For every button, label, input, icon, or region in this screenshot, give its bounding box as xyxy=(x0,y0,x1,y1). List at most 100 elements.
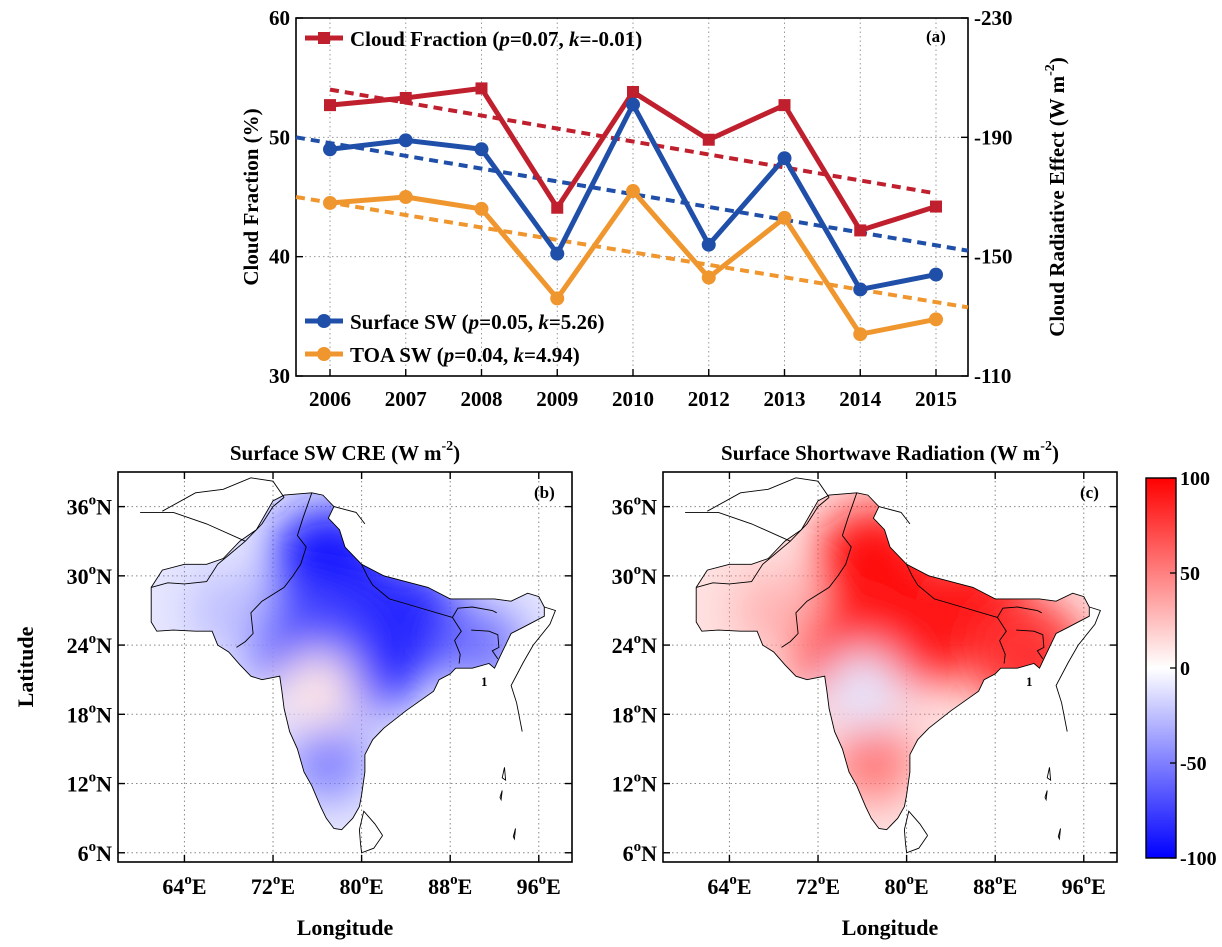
data-point xyxy=(474,142,489,157)
legend-entry-text: Surface SW (p=0.05, k=5.26) xyxy=(350,310,605,334)
legend-entry-text: Cloud Fraction (p=0.07, k=-0.01) xyxy=(350,27,642,51)
data-point xyxy=(626,184,640,199)
map-title-c: Surface Shortwave Radiation (W m-2) xyxy=(721,439,1059,465)
data-point xyxy=(777,151,792,166)
lat-tick-suffix: N xyxy=(641,564,657,589)
lon-tick-value: 80 xyxy=(885,874,907,899)
y-axis-label-right-exponent: -2 xyxy=(1043,64,1058,76)
trend-line xyxy=(295,195,969,310)
legend-text-part: k xyxy=(513,343,524,367)
map-panel-c: Surface Shortwave Radiation (W m-2) 64oE… xyxy=(612,439,1118,940)
data-point xyxy=(399,91,412,104)
x-tick-label: 2007 xyxy=(385,387,427,411)
country-border xyxy=(781,492,858,648)
legend-entry-text: TOA SW (p=0.04, k=4.94) xyxy=(350,343,580,367)
lat-tick-value: 24 xyxy=(612,633,634,658)
trend-lines xyxy=(295,87,969,310)
lon-tick-label: 72oE xyxy=(796,872,840,899)
degree-symbol: o xyxy=(539,872,547,888)
y2-tick-label: -110 xyxy=(974,364,1011,388)
chart-gridlines xyxy=(296,18,968,376)
legend-text-part: =4.94) xyxy=(524,343,580,367)
map-annotation-b: 1 xyxy=(481,674,488,689)
country-border xyxy=(471,629,500,660)
lat-tick-label: 36oN xyxy=(67,493,113,520)
y2-tick-label: -190 xyxy=(974,125,1013,149)
x-tick-label: 2008 xyxy=(461,387,503,411)
map-title-b-close: ) xyxy=(453,441,460,465)
data-region-outline-c xyxy=(695,492,1090,831)
lat-tick-label: 18oN xyxy=(612,700,658,727)
legend-marker xyxy=(318,32,330,44)
lon-tick-label: 96oE xyxy=(1062,872,1106,899)
lat-tick-suffix: N xyxy=(96,702,112,727)
y-tick-label: 30 xyxy=(269,364,290,388)
country-border xyxy=(452,606,497,618)
y-axis-label-right: Cloud Radiative Effect (W m-2) xyxy=(1043,57,1069,337)
lat-tick-value: 30 xyxy=(612,564,634,589)
lat-tick-value: 12 xyxy=(67,772,89,797)
map-frame-c xyxy=(662,471,1118,863)
y2-tick-label: -150 xyxy=(974,245,1013,269)
colorbar: 100 50 0 -50 -100 xyxy=(1145,468,1217,870)
data-point xyxy=(929,267,943,282)
x-tick-label: 2014 xyxy=(839,387,882,411)
degree-symbol: o xyxy=(89,700,97,716)
country-border xyxy=(140,511,246,542)
y-axis-label-left: Cloud Fraction (%) xyxy=(239,108,263,285)
trend-line xyxy=(329,87,937,196)
data-point xyxy=(701,270,716,285)
map-title-c-main: Surface Shortwave Radiation (W m xyxy=(721,441,1041,465)
x-tick-label: 2009 xyxy=(536,387,578,411)
map-title-b: Surface SW CRE (W m-2) xyxy=(230,439,460,465)
country-border xyxy=(1016,629,1045,660)
map-panel-b: Surface SW CRE (W m-2) 64oE 72oE 80oE 88oE 9… xyxy=(13,439,573,940)
country-border xyxy=(878,506,911,525)
map-axis-ticks-b: 64oE 72oE 80oE 88oE 96oE36oN30oN24oN18oN12oN… xyxy=(67,472,572,899)
data-point xyxy=(323,142,337,157)
country-border xyxy=(361,564,453,618)
degree-symbol: o xyxy=(273,872,281,888)
y-axis-label-b: Latitude xyxy=(13,626,38,707)
map-annotation-c: 1 xyxy=(1026,674,1033,689)
lon-tick-label: 96oE xyxy=(517,872,561,899)
colorbar-tick-label: -100 xyxy=(1180,848,1217,870)
left-axis-ticks: 30 40 50 60 xyxy=(269,6,303,388)
colorbar-tick-label: 50 xyxy=(1180,563,1200,585)
data-point xyxy=(777,210,792,225)
country-border xyxy=(452,617,462,664)
country-border xyxy=(1055,606,1101,732)
degree-symbol: o xyxy=(89,493,97,509)
y-axis-label-right-close: ) xyxy=(1045,57,1069,64)
x-tick-label: 2006 xyxy=(309,387,351,411)
lon-tick-suffix: E xyxy=(825,874,840,899)
data-point xyxy=(702,133,715,146)
heatmap-field-c xyxy=(696,492,1090,830)
lat-tick-suffix: N xyxy=(641,702,657,727)
lat-tick-suffix: N xyxy=(641,841,657,866)
degree-symbol: o xyxy=(634,631,642,647)
colorbar-tick-label: 0 xyxy=(1180,658,1190,680)
data-point xyxy=(550,246,565,261)
lon-tick-label: 80oE xyxy=(885,872,929,899)
legend-text-part: Surface SW ( xyxy=(350,310,469,334)
lat-tick-label: 6oN xyxy=(623,839,658,866)
country-border xyxy=(151,497,285,588)
lon-tick-value: 96 xyxy=(1062,874,1084,899)
lat-tick-label: 24oN xyxy=(612,631,658,658)
legend-text-part: =-0.01) xyxy=(580,27,643,51)
lon-tick-value: 64 xyxy=(162,874,184,899)
colorbar-ticks: 100 50 0 -50 -100 xyxy=(1170,468,1217,870)
lat-tick-label: 30oN xyxy=(612,562,658,589)
country-border xyxy=(358,810,383,854)
heatmap-cell xyxy=(822,651,903,732)
lon-tick-value: 88 xyxy=(973,874,995,899)
lat-tick-value: 36 xyxy=(67,495,89,520)
lat-tick-suffix: N xyxy=(96,772,112,797)
lon-tick-label: 80oE xyxy=(340,872,384,899)
island-outline xyxy=(501,767,507,782)
lon-tick-suffix: E xyxy=(1003,874,1018,899)
data-point xyxy=(398,190,413,204)
data-point xyxy=(550,291,565,306)
